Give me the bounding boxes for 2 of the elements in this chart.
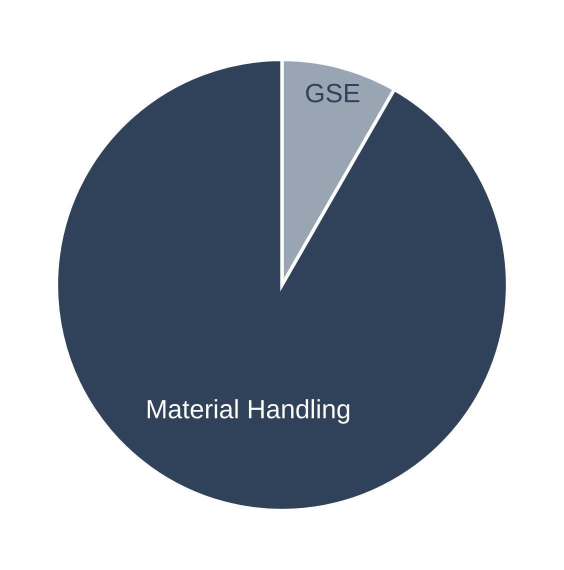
- slice-label: Material Handling: [148, 399, 350, 424]
- slice-label: GSE: [306, 84, 360, 102]
